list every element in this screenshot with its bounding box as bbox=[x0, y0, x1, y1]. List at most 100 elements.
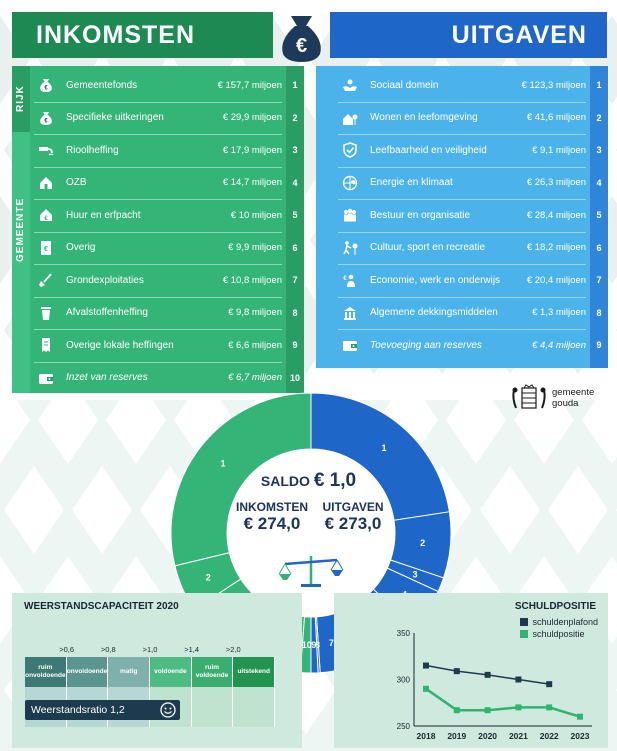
income-item-number: 2 bbox=[292, 112, 298, 123]
expense-item-row: Energie en klimaat € 26,3 miljoen bbox=[338, 167, 586, 199]
income-item-row: € Specifieke uitkeringen € 29,9 miljoen bbox=[34, 102, 282, 134]
donut-label-uitgaven: 9 bbox=[311, 640, 316, 650]
income-item-label: Inzet van reserves bbox=[66, 372, 148, 383]
expense-item-label: Wonen en leefomgeving bbox=[370, 112, 478, 123]
income-item-row: € Overig € 9,9 miljoen bbox=[34, 232, 282, 264]
donut-label-uitgaven: 3 bbox=[413, 569, 418, 579]
weerstand-category: voldoende bbox=[150, 657, 192, 687]
schuld-legend: schuldenplafond schuldpositie bbox=[520, 617, 598, 639]
income-item-divider bbox=[34, 329, 282, 330]
income-item-value: € 29,9 miljoen bbox=[222, 112, 282, 123]
globe-leaf-icon bbox=[342, 175, 358, 190]
data-point-schuldpositie bbox=[515, 704, 522, 711]
saldo-label: SALDO bbox=[260, 473, 310, 489]
income-item-number: 5 bbox=[292, 210, 298, 220]
data-point-schuldpositie bbox=[484, 707, 491, 714]
x-tick-label: 2019 bbox=[447, 731, 466, 741]
saldo-line: SALDO € 1,0 bbox=[0, 470, 617, 492]
gemeente-label: GEMEENTE bbox=[15, 197, 26, 262]
data-point-schuldpositie bbox=[423, 685, 429, 692]
background-diamond bbox=[446, 376, 506, 464]
expense-item-value: € 41,6 miljoen bbox=[526, 112, 586, 123]
donut-label-inkomsten: 1 bbox=[220, 459, 225, 469]
svg-text:€: € bbox=[44, 246, 48, 253]
income-item-value: € 10,8 miljoen bbox=[222, 274, 282, 286]
expense-item-number: 3 bbox=[596, 145, 602, 155]
rijk-label: RIJK bbox=[15, 85, 26, 112]
legend-swatch-schuldpositie bbox=[520, 630, 529, 638]
income-header: INKOMSTEN bbox=[12, 12, 273, 58]
expense-item-number: 8 bbox=[596, 307, 602, 318]
income-item-row: Overige lokale heffingen € 6,6 miljoen bbox=[34, 329, 282, 361]
income-item-row: Inzet van reserves € 6,7 miljoen bbox=[34, 362, 282, 394]
donut-label-uitgaven: 2 bbox=[420, 538, 425, 548]
income-item-value: € 6,6 miljoen bbox=[228, 339, 282, 351]
expense-item-row: Sociaal domein € 123,3 miljoen bbox=[338, 69, 586, 101]
expense-item-value: € 123,3 miljoen bbox=[521, 79, 586, 91]
expense-item-number-cell: 3 bbox=[590, 134, 608, 166]
expense-item-row: Cultuur, sport en recreatie € 18,2 miljoe… bbox=[338, 232, 586, 264]
expense-item-divider bbox=[338, 166, 586, 168]
income-item-number-cell: 4 bbox=[286, 167, 304, 199]
weerstand-category: matig bbox=[108, 657, 151, 687]
people-icon bbox=[344, 208, 356, 222]
gouda-coat-of-arms-icon bbox=[512, 384, 546, 409]
donut-label-inkomsten: 2 bbox=[206, 573, 211, 583]
expense-item-number-cell: 1 bbox=[590, 69, 608, 101]
income-item-value: € 14,7 miljoen bbox=[222, 177, 282, 188]
inkomsten-total-value: € 274,0 bbox=[243, 514, 301, 533]
income-item-label: Overige lokale heffingen bbox=[66, 339, 174, 351]
expense-item-value: € 4,4 miljoen bbox=[532, 339, 586, 351]
income-item-row: Afvalstoffenheffing € 9,8 miljoen bbox=[34, 297, 282, 329]
expense-item-row: Bestuur en organisatie € 28,4 miljoen bbox=[338, 199, 586, 231]
building-icon bbox=[344, 306, 356, 320]
income-number-strip bbox=[286, 66, 304, 393]
y-tick-label: 300 bbox=[397, 676, 411, 685]
income-item-divider bbox=[34, 166, 282, 168]
wallet-icon bbox=[39, 373, 53, 384]
expense-item-number-cell: 5 bbox=[590, 199, 608, 231]
logo-line-1: gemeente bbox=[552, 387, 595, 398]
svg-text:€: € bbox=[44, 216, 48, 222]
expense-item-number-cell: 4 bbox=[590, 167, 608, 199]
expense-item-number: 2 bbox=[596, 112, 602, 123]
svg-text:€: € bbox=[343, 276, 347, 282]
donut-label-uitgaven: 1 bbox=[381, 443, 386, 453]
data-point-schuldpositie bbox=[577, 713, 583, 720]
expense-item-value: € 9,1 miljoen bbox=[532, 144, 586, 156]
weerstand-threshold: >1,0 bbox=[142, 645, 158, 654]
document-euro-icon: € bbox=[41, 240, 51, 255]
income-item-divider bbox=[34, 134, 282, 135]
y-tick-label: 250 bbox=[397, 722, 411, 731]
weerstand-category: ruim voldoende bbox=[191, 657, 234, 687]
worker-icon: € bbox=[343, 274, 355, 287]
donut-label-uitgaven: 7 bbox=[329, 638, 334, 648]
uitgaven-total: UITGAVEN € 273,0 bbox=[316, 500, 390, 534]
income-item-number-cell: 7 bbox=[286, 264, 304, 296]
donut-label-uitgaven: 8 bbox=[315, 640, 320, 650]
income-item-number-cell: 1 bbox=[286, 69, 304, 101]
income-item-row: Rioolheffing € 17,9 miljoen bbox=[34, 134, 282, 166]
logo-line-2: gouda bbox=[552, 398, 579, 409]
expense-item-label: Economie, werk en onderwijs bbox=[370, 274, 501, 286]
expense-item-label: Energie en klimaat bbox=[370, 177, 453, 188]
income-item-label: Gemeentefonds bbox=[66, 79, 138, 91]
expense-item-divider bbox=[338, 329, 586, 330]
weerstandscapaciteit-panel: WEERSTANDSCAPACITEIT 2020 >0,6 >0,8 >1,0 >1… bbox=[12, 593, 302, 748]
weerstand-category: uitstekend bbox=[233, 657, 276, 687]
expense-item-row: Toevoeging aan reserves € 4,4 miljoen bbox=[338, 329, 586, 361]
house-euro-icon: € bbox=[40, 209, 52, 222]
income-item-value: € 9,8 miljoen bbox=[228, 307, 282, 318]
income-item-value: € 6,7 miljoen bbox=[228, 372, 282, 383]
background-diamond bbox=[548, 466, 608, 554]
expense-item-number-cell: 6 bbox=[590, 232, 608, 264]
income-item-label: OZB bbox=[66, 177, 87, 188]
data-point-schuldenplafond bbox=[453, 668, 460, 675]
income-item-divider bbox=[34, 361, 282, 363]
income-item-divider bbox=[34, 296, 282, 298]
donut-center bbox=[227, 449, 395, 617]
legend-label-schuldenplafond: schuldenplafond bbox=[532, 617, 598, 627]
data-point-schuldenplafond bbox=[423, 662, 429, 669]
expenses-panel: Sociaal domein € 123,3 miljoen 1 Wonen en l… bbox=[316, 66, 608, 368]
expense-item-divider bbox=[338, 231, 586, 233]
